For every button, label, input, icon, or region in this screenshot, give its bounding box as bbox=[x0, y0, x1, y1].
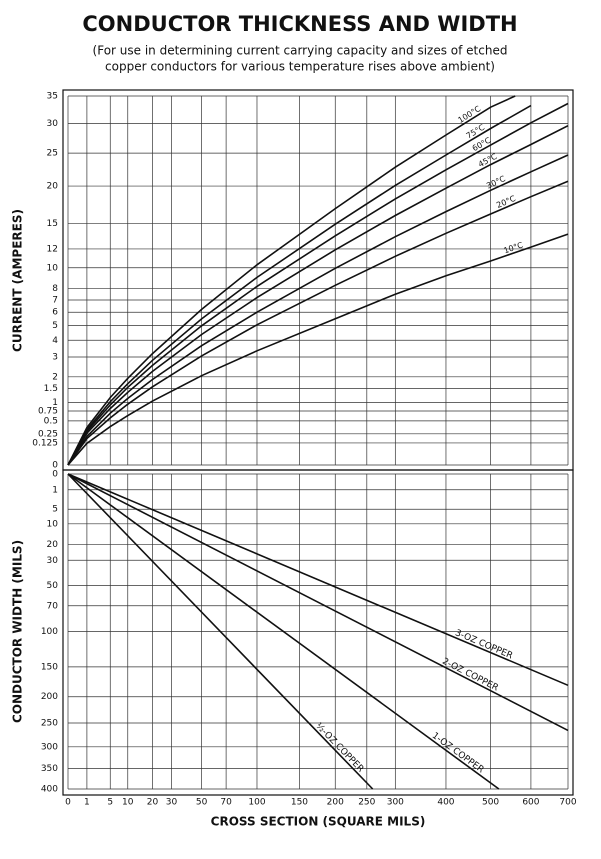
line bbox=[67, 154, 569, 466]
line bbox=[67, 473, 569, 732]
line bbox=[67, 95, 516, 466]
y-tick-label: 5 bbox=[52, 505, 58, 515]
y-tick-label: 100 bbox=[41, 627, 58, 637]
line bbox=[67, 124, 569, 466]
y-tick-label: 0.125 bbox=[32, 438, 58, 448]
line bbox=[67, 473, 569, 687]
line bbox=[67, 180, 569, 466]
x-tick-label: 400 bbox=[437, 798, 454, 808]
x-tick-label: 200 bbox=[327, 798, 344, 808]
series-label: 3-OZ COPPER bbox=[453, 628, 514, 661]
y-tick-label: 350 bbox=[41, 764, 58, 774]
y-tick-label: 1 bbox=[52, 485, 58, 495]
x-tick-label: 70 bbox=[220, 798, 232, 808]
line bbox=[67, 473, 374, 790]
plot-frame bbox=[62, 89, 574, 471]
x-tick-label: 5 bbox=[107, 798, 113, 808]
y-axis-label: CURRENT (AMPERES) bbox=[11, 209, 25, 352]
x-tick-label: 150 bbox=[291, 798, 308, 808]
y-tick-label: 35 bbox=[47, 92, 58, 102]
series-label: ½-OZ COPPER bbox=[313, 721, 365, 774]
y-tick-label: 250 bbox=[41, 719, 58, 729]
subtitle: (For use in determining current carrying… bbox=[93, 44, 508, 58]
x-tick-label: 10 bbox=[122, 798, 134, 808]
x-tick-label: 50 bbox=[196, 798, 208, 808]
y-tick-label: 0.5 bbox=[44, 416, 58, 426]
y-tick-label: 0.25 bbox=[38, 429, 58, 439]
x-tick-label: 20 bbox=[147, 798, 159, 808]
x-tick-label: 500 bbox=[482, 798, 499, 808]
x-tick-label: 250 bbox=[358, 798, 375, 808]
x-tick-label: 600 bbox=[522, 798, 539, 808]
y-tick-label: 12 bbox=[47, 244, 58, 254]
x-tick-label: 700 bbox=[559, 798, 576, 808]
x-tick-label: 1 bbox=[84, 798, 90, 808]
x-tick-label: 30 bbox=[166, 798, 178, 808]
y-tick-label: 10 bbox=[47, 263, 59, 273]
y-tick-label: 15 bbox=[47, 219, 58, 229]
subtitle: copper conductors for various temperatur… bbox=[105, 60, 495, 74]
y-tick-label: 20 bbox=[47, 540, 59, 550]
y-tick-label: 300 bbox=[41, 742, 58, 752]
y-axis-label: CONDUCTOR WIDTH (MILS) bbox=[11, 540, 25, 723]
x-tick-label: 100 bbox=[248, 798, 265, 808]
y-tick-label: 20 bbox=[47, 182, 59, 192]
line bbox=[67, 104, 532, 466]
y-tick-label: 30 bbox=[47, 119, 59, 129]
y-tick-label: 400 bbox=[41, 785, 58, 795]
x-tick-label: 0 bbox=[65, 798, 71, 808]
y-tick-label: 2 bbox=[52, 372, 58, 382]
line bbox=[67, 473, 500, 790]
x-axis-label: CROSS SECTION (SQUARE MILS) bbox=[211, 815, 426, 829]
y-tick-label: 150 bbox=[41, 662, 58, 672]
line bbox=[67, 102, 569, 466]
y-tick-label: 50 bbox=[47, 581, 59, 591]
y-tick-label: 0 bbox=[52, 470, 58, 480]
y-tick-label: 4 bbox=[52, 336, 58, 346]
line bbox=[67, 233, 569, 466]
y-tick-label: 6 bbox=[52, 308, 58, 318]
plot-frame bbox=[62, 469, 574, 796]
y-tick-label: 70 bbox=[47, 601, 59, 611]
y-tick-label: 10 bbox=[47, 519, 59, 529]
y-tick-label: 0 bbox=[52, 461, 58, 471]
x-tick-label: 300 bbox=[387, 798, 404, 808]
chart-title: CONDUCTOR THICKNESS AND WIDTH bbox=[82, 12, 517, 36]
y-tick-label: 5 bbox=[52, 321, 58, 331]
y-tick-label: 0.75 bbox=[38, 406, 58, 416]
y-tick-label: 30 bbox=[47, 556, 59, 566]
y-tick-label: 1 bbox=[52, 398, 58, 408]
y-tick-label: 200 bbox=[41, 692, 58, 702]
y-tick-label: 25 bbox=[47, 149, 58, 159]
y-tick-label: 1.5 bbox=[44, 384, 58, 394]
y-tick-label: 8 bbox=[52, 284, 58, 294]
y-tick-label: 7 bbox=[52, 295, 58, 305]
y-tick-label: 3 bbox=[52, 352, 58, 362]
